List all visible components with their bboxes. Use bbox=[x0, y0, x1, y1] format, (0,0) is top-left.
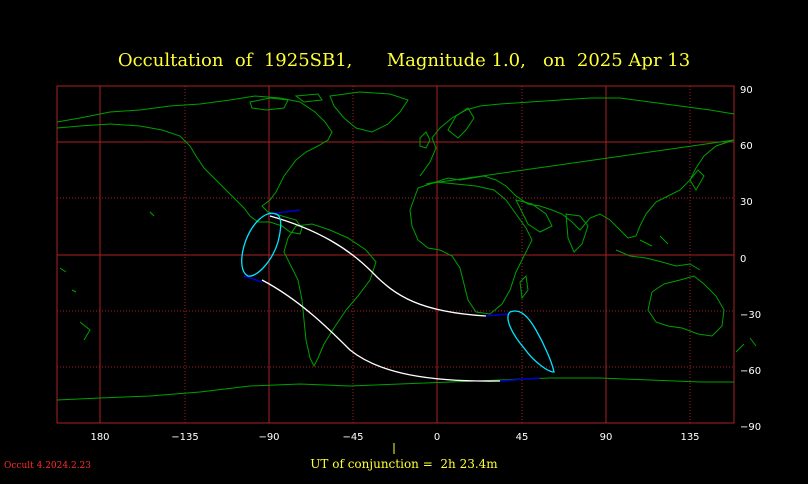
lon-tick-label: −45 bbox=[342, 432, 363, 443]
map-title: Occultation of 1925SB1, Magnitude 1.0, o… bbox=[0, 50, 808, 71]
lon-tick-label: 0 bbox=[434, 432, 440, 443]
coast-arabia bbox=[515, 199, 553, 233]
lon-tick-label: −90 bbox=[258, 432, 279, 443]
latitude-tick-labels: 90 60 30 0 −30 −60 −90 bbox=[740, 85, 761, 433]
lat-tick-label: 0 bbox=[740, 254, 746, 265]
coast-scandinavia bbox=[447, 107, 475, 139]
longitude-tick-labels: 180 −135 −90 −45 0 45 90 135 bbox=[90, 432, 699, 443]
lat-tick-label: 30 bbox=[740, 197, 753, 208]
rise-set-limit-east bbox=[507, 310, 555, 373]
coast-greenland bbox=[329, 91, 409, 133]
coast-africa bbox=[409, 181, 533, 315]
coast-arctic-islands bbox=[249, 93, 323, 111]
lon-tick-label: 45 bbox=[516, 432, 529, 443]
coastlines bbox=[56, 91, 757, 401]
latitude-gridlines bbox=[57, 141, 734, 368]
coast-australia bbox=[647, 275, 725, 337]
coast-se-asia-islands bbox=[615, 235, 701, 271]
shadow-path-north-limit bbox=[269, 215, 487, 317]
conjunction-time: UT of conjunction = 2h 23.4m bbox=[0, 457, 808, 471]
daylight-segment-west bbox=[243, 209, 301, 283]
date-label: on 2025 Apr 13 bbox=[543, 50, 691, 71]
magnitude-label: Magnitude 1.0, bbox=[386, 50, 526, 71]
lat-tick-label: 60 bbox=[740, 141, 753, 152]
conjunction-label: UT of conjunction = bbox=[310, 457, 433, 471]
lat-tick-label: 90 bbox=[740, 85, 753, 96]
lon-tick-label: 135 bbox=[680, 432, 699, 443]
lon-tick-label: 90 bbox=[600, 432, 613, 443]
software-version: Occult 4.2024.2.23 bbox=[4, 461, 92, 471]
coast-japan bbox=[689, 169, 705, 191]
coast-india bbox=[565, 213, 589, 253]
coast-eurasia bbox=[419, 97, 735, 239]
lon-tick-label: 180 bbox=[90, 432, 109, 443]
rise-set-limit-west bbox=[241, 212, 282, 277]
coast-british-isles bbox=[419, 131, 431, 149]
lat-tick-label: −30 bbox=[740, 310, 761, 321]
shadow-path-south-limit bbox=[261, 279, 501, 382]
lon-tick-label: −135 bbox=[171, 432, 198, 443]
occultation-tracks bbox=[241, 209, 555, 382]
coast-new-zealand bbox=[735, 337, 757, 353]
coast-madagascar bbox=[519, 274, 529, 300]
conjunction-value: 2h 23.4m bbox=[440, 457, 498, 471]
coast-antarctica bbox=[56, 377, 734, 401]
coast-south-america bbox=[283, 223, 377, 368]
daylight-segment-east bbox=[485, 313, 541, 382]
object-label: Occultation of 1925SB1, bbox=[117, 50, 353, 71]
lat-tick-label: −90 bbox=[740, 422, 761, 433]
coast-north-america bbox=[56, 95, 333, 235]
coast-pacific-islands bbox=[59, 211, 155, 341]
lat-tick-label: −60 bbox=[740, 366, 761, 377]
